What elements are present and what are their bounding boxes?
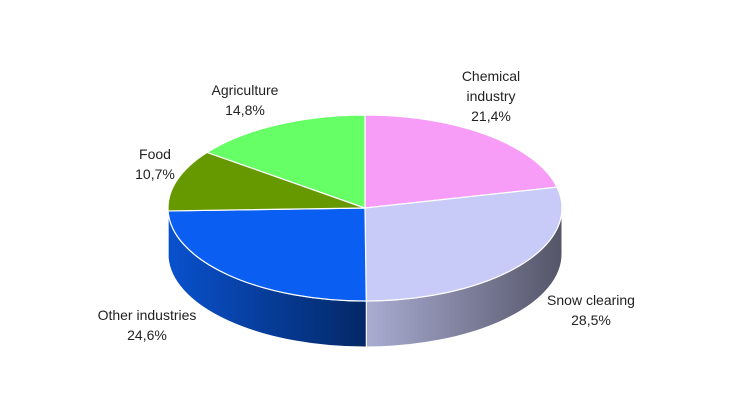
slice-name-label: industry <box>466 88 515 104</box>
slice-label: Agriculture 14,8% <box>212 82 279 118</box>
slice-name-label: Agriculture <box>212 82 279 98</box>
slice-name-label: Snow clearing <box>547 292 635 308</box>
slice-name-label: Other industries <box>98 307 197 323</box>
pie-slice <box>364 186 563 302</box>
slice-value-label: 21,4% <box>471 108 511 124</box>
slice-label: Other industries 24,6% <box>98 307 197 343</box>
pie-top <box>167 114 563 302</box>
slice-value-label: 10,7% <box>135 166 175 182</box>
pie-slice <box>167 151 366 212</box>
pie-slice <box>167 207 367 302</box>
slice-name-label: Food <box>139 146 171 162</box>
pie-labels: Chemical industry 21,4% Snow clearing 28,5% O… <box>98 68 635 343</box>
slice-value-label: 14,8% <box>225 102 265 118</box>
pie-slice <box>205 114 366 209</box>
pie-slice <box>364 114 558 209</box>
slice-label: Chemical industry 21,4% <box>462 68 520 124</box>
slice-name-label: Chemical <box>462 68 520 84</box>
slice-value-label: 24,6% <box>127 327 167 343</box>
slice-value-label: 28,5% <box>571 312 611 328</box>
slice-label: Snow clearing 28,5% <box>547 292 635 328</box>
slice-label: Food 10,7% <box>135 146 175 182</box>
